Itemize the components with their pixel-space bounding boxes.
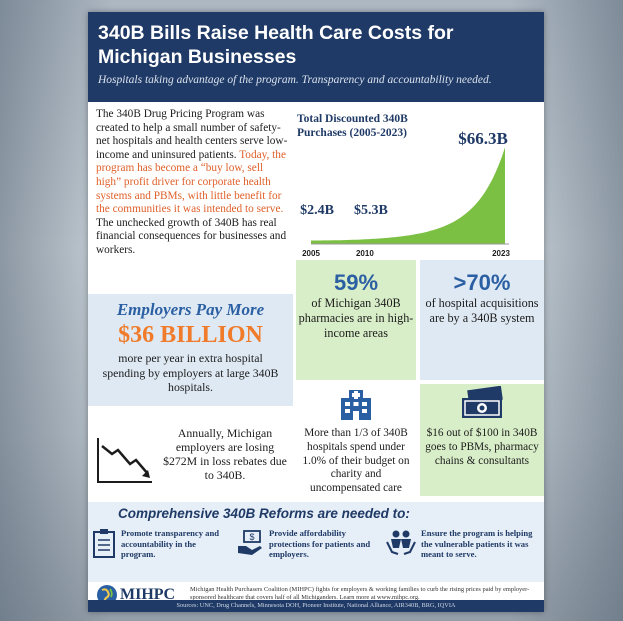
reform-text: Provide affordability protections for pa… xyxy=(269,528,371,559)
chart-tick-label: 2005 xyxy=(302,249,320,258)
stat-text: More than 1/3 of 340B hospitals spend un… xyxy=(302,427,410,495)
header: 340B Bills Raise Health Care Costs for M… xyxy=(88,12,544,102)
hand-money-icon: $ xyxy=(238,530,262,555)
reforms-title: Comprehensive 340B Reforms are needed to… xyxy=(118,506,410,521)
chart-svg: $2.4B 2005 $5.3B 2010 $66.3B 2023 xyxy=(300,129,510,258)
reform-item-affordability: $ Provide affordability protections for … xyxy=(236,528,382,572)
clipboard-icon xyxy=(93,529,115,558)
employers-amount: $36 BILLION xyxy=(118,322,263,348)
chart-data-label: $2.4B xyxy=(300,203,334,218)
chart-tick-label: 2023 xyxy=(492,249,510,258)
chart-data-label: $5.3B xyxy=(354,203,388,218)
intro-p1: The 340B Drug Pricing Program was create… xyxy=(96,108,288,161)
infographic-poster: 340B Bills Raise Health Care Costs for M… xyxy=(88,12,544,612)
stat-box-acquisitions: >70% of hospital acquisitions are by a 3… xyxy=(420,260,544,380)
stat-number: 59% xyxy=(333,270,379,295)
stat-box-pbm: $16 out of $100 in 340B goes to PBMs, ph… xyxy=(420,384,544,496)
purchases-chart: Total Discounted 340B Purchases (2005-20… xyxy=(293,104,541,260)
employers-box: Employers Pay More $36 BILLION more per … xyxy=(88,294,293,406)
employers-heading: Employers Pay More xyxy=(116,300,265,319)
stat-box-charity: More than 1/3 of 340B hospitals spend un… xyxy=(296,384,416,496)
money-icon xyxy=(462,385,503,418)
trend-down-icon xyxy=(97,438,152,483)
intro-p2: Today, the program has become a “buy low… xyxy=(96,148,286,216)
chart-area xyxy=(311,147,505,244)
intro-text: The 340B Drug Pricing Program was create… xyxy=(96,108,291,258)
sources-bar: Sources: UNC, Drug Channels, Minnesota D… xyxy=(88,600,544,612)
page-subtitle: Hospitals taking advantage of the progra… xyxy=(98,74,492,86)
reform-item-transparency: Promote transparency and accountability … xyxy=(92,528,232,572)
page-title: 340B Bills Raise Health Care Costs for M… xyxy=(98,22,454,68)
svg-text:$: $ xyxy=(249,532,254,542)
chart-title: Total Discounted 340B Purchases (2005-20… xyxy=(297,113,408,139)
chart-tick-label: 2010 xyxy=(356,249,374,258)
employers-desc: more per year in extra hospital spending… xyxy=(102,351,279,394)
annual-loss-box: Annually, Michigan employers are losing … xyxy=(88,412,293,502)
stat-number: >70% xyxy=(453,270,511,295)
reform-text: Ensure the program is helping the vulner… xyxy=(421,528,533,559)
logo-text: MIHPC xyxy=(120,586,176,603)
footer-text: Michigan Health Purchasers Coalition (MI… xyxy=(190,586,530,601)
intro-p3: The unchecked growth of 340B has real fi… xyxy=(96,216,287,256)
stat-text: of hospital acquisitions are by a 340B s… xyxy=(425,296,539,325)
reform-text: Promote transparency and accountability … xyxy=(121,528,220,559)
annual-loss-text: Annually, Michigan employers are losing … xyxy=(163,426,287,482)
reforms-section: Comprehensive 340B Reforms are needed to… xyxy=(88,502,544,582)
hospital-icon xyxy=(341,390,371,420)
people-hands-icon xyxy=(386,530,416,555)
stat-text: of Michigan 340B pharmacies are in high-… xyxy=(298,296,414,340)
reform-item-vulnerable: Ensure the program is helping the vulner… xyxy=(386,528,542,572)
stat-text: $16 out of $100 in 340B goes to PBMs, ph… xyxy=(425,427,539,467)
stat-box-pharmacies: 59% of Michigan 340B pharmacies are in h… xyxy=(296,260,416,380)
chart-data-label: $66.3B xyxy=(458,129,508,148)
